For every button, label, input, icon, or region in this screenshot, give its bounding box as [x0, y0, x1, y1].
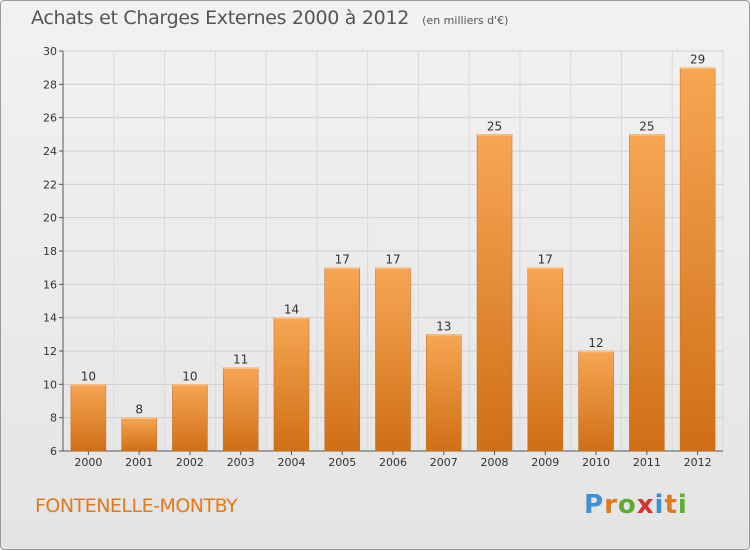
x-tick-label: 2012 — [684, 456, 712, 469]
bar — [578, 350, 614, 452]
bar — [324, 267, 360, 452]
bar-value-label: 10 — [81, 369, 96, 383]
y-tick-label: 8 — [50, 412, 57, 425]
logo-letter: i — [654, 490, 665, 520]
bar-value-label: 11 — [233, 353, 248, 367]
logo-letter: i — [677, 490, 688, 520]
chart-units: (en milliers d'€) — [422, 14, 509, 27]
bar-value-label: 13 — [436, 319, 451, 333]
y-tick-label: 6 — [50, 445, 57, 458]
bar — [476, 134, 513, 452]
x-tick-label: 2007 — [430, 456, 458, 469]
bar — [527, 267, 564, 452]
bar — [426, 334, 462, 452]
x-tick-label: 2008 — [481, 456, 509, 469]
y-tick-label: 20 — [43, 212, 57, 225]
bar — [375, 267, 411, 452]
bar-value-label: 25 — [639, 119, 654, 133]
logo-letter: o — [617, 490, 637, 520]
bars — [70, 67, 716, 452]
logo-letter: x — [636, 490, 655, 520]
logo-letter: r — [604, 490, 618, 520]
chart-title: Achats et Charges Externes 2000 à 2012 — [31, 7, 410, 29]
bar — [273, 317, 310, 452]
x-tick-label: 2011 — [633, 456, 661, 469]
bar-value-label: 17 — [538, 253, 553, 267]
y-tick-label: 16 — [43, 278, 57, 291]
y-tick-label: 24 — [43, 145, 57, 158]
x-tick-label: 2003 — [227, 456, 255, 469]
bar — [172, 384, 208, 452]
x-tick-label: 2006 — [379, 456, 407, 469]
y-tick-label: 14 — [43, 312, 57, 325]
title-block: Achats et Charges Externes 2000 à 2012 (… — [31, 7, 508, 29]
commune-name: FONTENELLE-MONTBY — [35, 495, 238, 517]
labels: 6 8 10 12 14 16 18 20 22 24 26 28 30 10 2000 8 2001 10 200… — [43, 45, 712, 469]
bar — [70, 384, 107, 452]
bar-value-label: 17 — [385, 253, 400, 267]
bar-value-label: 29 — [690, 53, 705, 67]
bar-value-label: 25 — [487, 119, 502, 133]
x-tick-label: 2005 — [328, 456, 356, 469]
y-tick-label: 22 — [43, 178, 57, 191]
bar — [679, 67, 716, 452]
proxiti-logo: Proxiti — [584, 490, 688, 520]
y-tick-label: 28 — [43, 78, 57, 91]
x-tick-label: 2009 — [531, 456, 559, 469]
bar-value-label: 10 — [182, 369, 197, 383]
y-tick-label: 30 — [43, 45, 57, 58]
y-tick-label: 10 — [43, 378, 57, 391]
bar-value-label: 8 — [135, 403, 143, 417]
x-tick-label: 2000 — [74, 456, 102, 469]
bar-value-label: 12 — [588, 336, 603, 350]
y-tick-label: 18 — [43, 245, 57, 258]
x-tick-label: 2004 — [277, 456, 305, 469]
x-tick-label: 2010 — [582, 456, 610, 469]
bar — [222, 367, 259, 452]
y-tick-label: 26 — [43, 112, 57, 125]
bar-value-label: 14 — [284, 303, 299, 317]
logo-letter: t — [664, 490, 678, 520]
bar — [121, 417, 157, 452]
bar — [629, 134, 665, 452]
logo-letter: P — [584, 490, 605, 520]
y-tick-label: 12 — [43, 345, 57, 358]
x-tick-label: 2002 — [176, 456, 204, 469]
bar-value-label: 17 — [335, 253, 350, 267]
x-tick-label: 2001 — [125, 456, 153, 469]
